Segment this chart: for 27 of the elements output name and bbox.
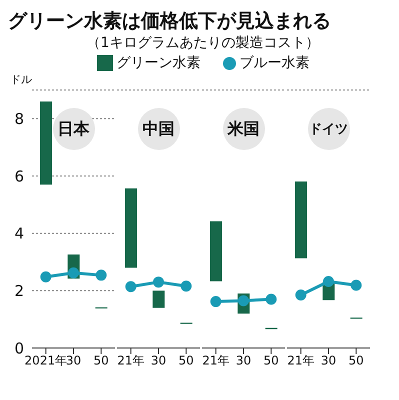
legend-label: ブルー水素 <box>240 54 310 72</box>
y-axis-title: ドル <box>10 72 32 87</box>
annotation: 日本 <box>52 108 94 150</box>
annotation: ドイツ <box>308 108 350 150</box>
bar <box>40 101 52 185</box>
text: （1キログラムあたりの製造コスト） <box>86 34 320 52</box>
x-tick-label: 30 <box>320 354 336 368</box>
x-tick-label: 21年 <box>117 354 144 368</box>
x-tick-label: 50 <box>264 354 279 368</box>
x-tick-label: 50 <box>348 354 364 368</box>
x-tick-label: 2021年 <box>24 354 68 368</box>
y-tick-label: 0 <box>14 339 24 358</box>
legend-label: グリーン水素 <box>116 54 200 72</box>
y-tick-label: 2 <box>14 282 24 300</box>
text: グリーン水素は価格低下が見込まれる <box>8 9 332 34</box>
y-tick-label: 4 <box>14 224 24 243</box>
x-tick-label: 30 <box>150 354 166 368</box>
x-tick-label: 30 <box>236 354 252 368</box>
x-tick-label: 21年 <box>202 354 230 368</box>
x-tick-label: 50 <box>94 354 109 368</box>
y-tick-label: 8 <box>14 110 24 128</box>
annotation: 米国 <box>222 108 264 150</box>
x-tick-label: 50 <box>178 354 194 368</box>
y-tick-label: 6 <box>14 167 24 186</box>
x-tick-label: 30 <box>66 354 82 368</box>
annotation: 中国 <box>138 108 180 150</box>
x-tick-label: 21年 <box>287 354 314 368</box>
